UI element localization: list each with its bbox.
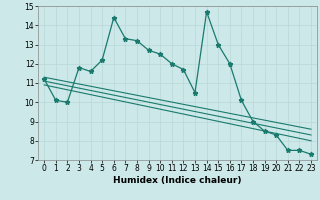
X-axis label: Humidex (Indice chaleur): Humidex (Indice chaleur) xyxy=(113,176,242,185)
